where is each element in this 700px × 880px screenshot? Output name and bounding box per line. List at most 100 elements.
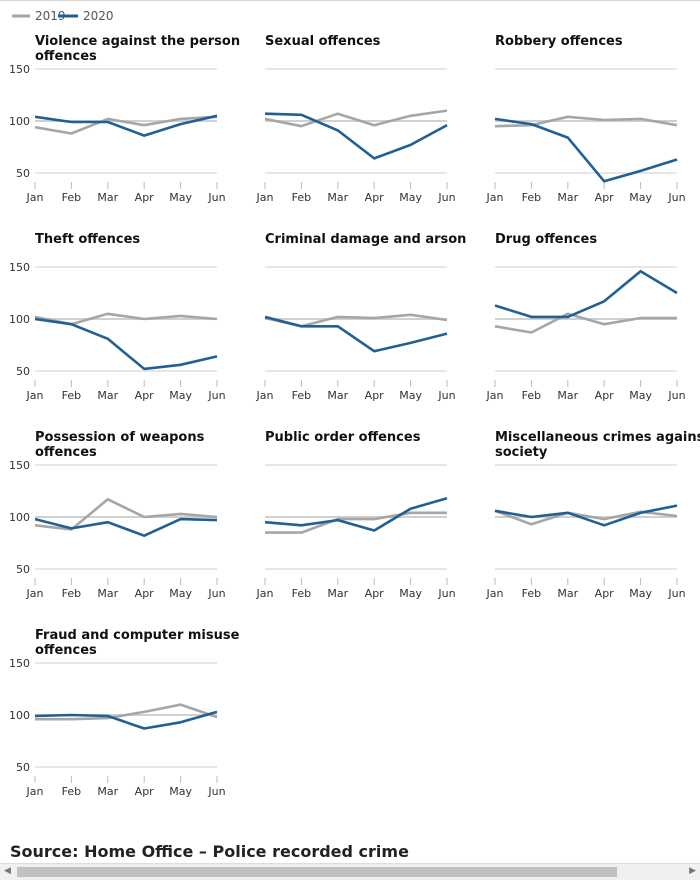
- x-tick-label: Jan: [256, 389, 274, 402]
- x-tick-label: Mar: [97, 191, 118, 204]
- x-tick-label: May: [399, 587, 422, 600]
- y-tick-label: 150: [9, 657, 30, 670]
- y-tick-label: 100: [9, 709, 30, 722]
- y-tick-label: 50: [16, 761, 30, 774]
- x-tick-label: May: [169, 785, 192, 798]
- scrollbar-thumb[interactable]: [17, 867, 617, 877]
- x-tick-label: Apr: [365, 587, 385, 600]
- panel-title: Robbery offences: [495, 34, 623, 49]
- x-tick-label: May: [169, 389, 192, 402]
- x-tick-label: Jan: [26, 587, 44, 600]
- x-tick-label: Feb: [292, 389, 311, 402]
- panel-title: Fraud and computer misuse offences: [35, 628, 240, 658]
- panel-title: Violence against the person offences: [35, 34, 240, 64]
- scroll-right-icon[interactable]: ▶: [689, 866, 696, 876]
- y-tick-label: 100: [9, 115, 30, 128]
- x-tick-label: Mar: [557, 587, 578, 600]
- x-tick-label: Jun: [207, 587, 225, 600]
- x-tick-label: Mar: [327, 587, 348, 600]
- y-tick-label: 50: [16, 563, 30, 576]
- series-line-2020: [34, 114, 218, 137]
- y-tick-label: 150: [9, 63, 30, 76]
- series-line-2020: [494, 269, 678, 319]
- series-line-2019: [494, 312, 677, 334]
- x-tick-label: Mar: [97, 587, 118, 600]
- x-tick-label: May: [629, 587, 652, 600]
- series-line-2020: [264, 497, 448, 532]
- y-tick-label: 100: [9, 313, 30, 326]
- horizontal-scrollbar[interactable]: ◀ ▶: [0, 863, 700, 880]
- x-tick-label: Jun: [667, 587, 685, 600]
- legend-label-2020: 2020: [83, 9, 114, 23]
- series-line-2020: [34, 517, 218, 538]
- y-tick-label: 150: [9, 459, 30, 472]
- x-tick-label: Jun: [437, 587, 455, 600]
- x-tick-label: Apr: [135, 587, 155, 600]
- x-tick-label: Feb: [62, 785, 81, 798]
- x-tick-label: May: [169, 587, 192, 600]
- small-multiples-chart: 2019 2020 Violence against the person offen…: [9, 9, 700, 798]
- series-line-2020: [34, 710, 218, 730]
- x-tick-label: Mar: [327, 389, 348, 402]
- x-tick-label: Jan: [256, 587, 274, 600]
- x-tick-label: Apr: [135, 785, 155, 798]
- panel-title: Criminal damage and arson: [265, 232, 466, 247]
- x-tick-label: Feb: [292, 587, 311, 600]
- series-line-2020: [494, 504, 678, 527]
- x-tick-label: Jan: [26, 785, 44, 798]
- panel-title: Drug offences: [495, 232, 597, 247]
- panel-title: Theft offences: [35, 232, 140, 247]
- series-line-2019: [494, 115, 678, 128]
- series-line-2020: [264, 112, 448, 160]
- x-tick-label: Jan: [486, 587, 504, 600]
- x-tick-label: Jan: [256, 191, 274, 204]
- x-tick-label: Apr: [365, 389, 385, 402]
- x-tick-label: May: [399, 191, 422, 204]
- panel-title: Possession of weapons offences: [35, 430, 205, 460]
- x-tick-label: Apr: [365, 191, 385, 204]
- x-tick-label: Feb: [522, 587, 541, 600]
- series-line-2019: [34, 497, 218, 531]
- x-tick-label: Jan: [26, 389, 44, 402]
- x-tick-label: Apr: [135, 191, 155, 204]
- x-tick-label: Mar: [327, 191, 348, 204]
- series-line-2020: [264, 315, 448, 353]
- series-line-2020: [494, 117, 678, 183]
- panel-title: Sexual offences: [265, 34, 381, 49]
- x-tick-label: Feb: [62, 389, 81, 402]
- series-line-2019: [265, 511, 447, 534]
- x-tick-label: Mar: [97, 389, 118, 402]
- x-tick-label: Apr: [595, 389, 615, 402]
- x-tick-label: Mar: [97, 785, 118, 798]
- y-tick-label: 150: [9, 261, 30, 274]
- scroll-left-icon[interactable]: ◀: [4, 866, 11, 876]
- x-tick-label: May: [399, 389, 422, 402]
- panel-title: Miscellaneous crimes against society: [495, 430, 700, 460]
- x-tick-label: Feb: [62, 191, 81, 204]
- y-tick-label: 50: [16, 365, 30, 378]
- x-tick-label: Jun: [437, 389, 455, 402]
- series-line-2019: [264, 109, 448, 128]
- x-tick-label: Jun: [667, 191, 685, 204]
- x-tick-label: Jan: [486, 191, 504, 204]
- x-tick-label: May: [629, 389, 652, 402]
- source-note: Source: Home Office – Police recorded cr…: [10, 842, 409, 861]
- top-border: [0, 0, 700, 1]
- y-tick-label: 100: [9, 511, 30, 524]
- x-tick-label: Jun: [207, 389, 225, 402]
- x-tick-label: Feb: [62, 587, 81, 600]
- x-tick-label: Jan: [26, 191, 44, 204]
- x-tick-label: Feb: [292, 191, 311, 204]
- x-tick-label: Jun: [437, 191, 455, 204]
- y-tick-label: 50: [16, 167, 30, 180]
- series-line-2020: [34, 317, 218, 371]
- x-tick-label: May: [169, 191, 192, 204]
- x-tick-label: Jun: [207, 191, 225, 204]
- x-tick-label: Jan: [486, 389, 504, 402]
- series-line-2019: [35, 703, 218, 721]
- series-line-2019: [34, 115, 218, 135]
- x-tick-label: Feb: [522, 389, 541, 402]
- x-tick-label: Mar: [557, 389, 578, 402]
- x-tick-label: Apr: [595, 587, 615, 600]
- panel-title: Public order offences: [265, 430, 421, 445]
